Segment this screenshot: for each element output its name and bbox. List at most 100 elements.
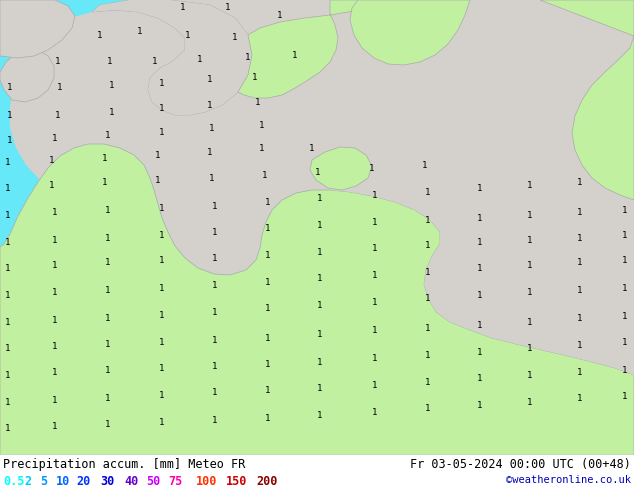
Text: 1: 1	[5, 183, 11, 193]
Text: 1: 1	[315, 168, 321, 176]
Text: 1: 1	[372, 297, 378, 307]
Text: 1: 1	[477, 291, 482, 299]
Text: 1: 1	[5, 291, 11, 299]
Text: 1: 1	[527, 397, 533, 407]
Text: 1: 1	[5, 157, 11, 167]
Text: 1: 1	[252, 74, 257, 82]
Text: 1: 1	[5, 397, 11, 407]
Text: 1: 1	[477, 400, 482, 410]
Text: 1: 1	[477, 320, 482, 329]
Text: 1: 1	[5, 264, 11, 272]
Text: 1: 1	[105, 340, 111, 348]
Text: 1: 1	[105, 130, 111, 140]
Text: 50: 50	[146, 475, 160, 488]
Text: 1: 1	[53, 207, 58, 217]
Polygon shape	[238, 0, 470, 98]
Text: 1: 1	[259, 121, 264, 129]
Text: 1: 1	[578, 258, 583, 267]
Polygon shape	[0, 144, 634, 455]
Text: 1: 1	[159, 127, 165, 137]
Text: 1: 1	[159, 255, 165, 265]
Text: 1: 1	[55, 57, 61, 67]
Text: 1: 1	[53, 421, 58, 431]
Text: 1: 1	[317, 247, 323, 256]
Text: 1: 1	[8, 83, 13, 93]
Text: 1: 1	[265, 277, 271, 287]
Text: 1: 1	[245, 53, 250, 63]
Text: 1: 1	[372, 218, 378, 226]
Text: 1: 1	[578, 177, 583, 187]
Text: 1: 1	[102, 177, 108, 187]
Text: 1: 1	[317, 220, 323, 229]
Text: 1: 1	[317, 358, 323, 367]
Text: 1: 1	[207, 147, 212, 156]
Text: 1: 1	[105, 314, 111, 322]
Text: 1: 1	[180, 3, 186, 13]
Text: 10: 10	[56, 475, 70, 488]
Text: 1: 1	[159, 284, 165, 293]
Text: 1: 1	[317, 384, 323, 392]
Text: 1: 1	[425, 403, 430, 413]
Text: 1: 1	[265, 360, 271, 368]
Text: 1: 1	[53, 395, 58, 405]
Text: 1: 1	[197, 55, 203, 65]
Text: 1: 1	[138, 27, 143, 36]
Text: 1: 1	[265, 250, 271, 260]
Text: 1: 1	[159, 364, 165, 372]
Text: 1: 1	[212, 201, 217, 211]
Text: ©weatheronline.co.uk: ©weatheronline.co.uk	[506, 475, 631, 485]
Text: Fr 03-05-2024 00:00 UTC (00+48): Fr 03-05-2024 00:00 UTC (00+48)	[410, 458, 631, 471]
Text: 1: 1	[212, 336, 217, 344]
Text: 1: 1	[623, 338, 628, 346]
Text: 1: 1	[212, 280, 217, 290]
Text: 1: 1	[578, 234, 583, 243]
Text: 1: 1	[527, 211, 533, 220]
Polygon shape	[350, 0, 470, 65]
Text: 1: 1	[105, 205, 111, 215]
Text: 1: 1	[422, 161, 428, 170]
Text: 1: 1	[109, 80, 115, 90]
Text: 1: 1	[212, 227, 217, 237]
Text: 1: 1	[159, 417, 165, 426]
Text: 1: 1	[209, 123, 215, 132]
Text: 100: 100	[196, 475, 217, 488]
Text: 1: 1	[372, 325, 378, 335]
Polygon shape	[0, 50, 54, 102]
Text: 1: 1	[477, 373, 482, 383]
Bar	[0, 455, 634, 490]
Text: 1: 1	[159, 391, 165, 399]
Text: 1: 1	[372, 381, 378, 390]
Text: 1: 1	[5, 318, 11, 326]
Text: 1: 1	[477, 347, 482, 357]
Text: 1: 1	[212, 253, 217, 263]
Text: 1: 1	[159, 103, 165, 113]
Text: 1: 1	[53, 342, 58, 350]
Text: 1: 1	[265, 334, 271, 343]
Text: 1: 1	[5, 370, 11, 379]
Text: 1: 1	[527, 343, 533, 352]
Text: 1: 1	[209, 173, 215, 182]
Text: 1: 1	[259, 144, 264, 152]
Text: 1: 1	[317, 194, 323, 202]
Text: 1: 1	[105, 366, 111, 374]
Text: 1: 1	[53, 133, 58, 143]
Text: 1: 1	[578, 286, 583, 294]
Text: 1: 1	[372, 270, 378, 279]
Polygon shape	[540, 0, 634, 200]
Text: 2: 2	[24, 475, 31, 488]
Text: 1: 1	[425, 350, 430, 360]
Text: 1: 1	[623, 366, 628, 374]
Text: 1: 1	[159, 311, 165, 319]
Text: 1: 1	[256, 98, 261, 106]
Text: 1: 1	[372, 244, 378, 252]
Text: 1: 1	[425, 268, 430, 276]
Text: 1: 1	[425, 377, 430, 387]
Text: 1: 1	[317, 411, 323, 419]
Text: 1: 1	[265, 223, 271, 232]
Text: 1: 1	[57, 83, 63, 93]
Text: 1: 1	[372, 353, 378, 363]
Text: 1: 1	[105, 286, 111, 294]
Text: 1: 1	[623, 230, 628, 240]
Polygon shape	[310, 147, 372, 190]
Text: 5: 5	[40, 475, 47, 488]
